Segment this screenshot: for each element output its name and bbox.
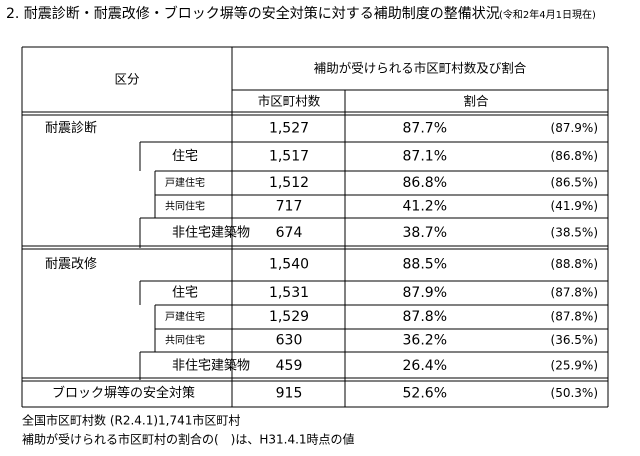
- rate: 87.7%: [403, 121, 447, 137]
- row-label: 共同住宅: [165, 334, 205, 347]
- rate: 88.5%: [403, 257, 447, 273]
- count: 1,527: [269, 121, 309, 137]
- rate: 26.4%: [403, 358, 447, 374]
- count: 459: [276, 358, 303, 374]
- previous-rate: (36.5%): [551, 333, 598, 347]
- previous-rate: (88.8%): [551, 257, 598, 271]
- rate: 87.1%: [403, 149, 447, 165]
- row-label: ブロック塀等の安全対策: [52, 385, 195, 401]
- rate: 86.8%: [403, 175, 447, 191]
- count: 1,517: [269, 149, 309, 165]
- count: 915: [276, 386, 303, 402]
- note: 全国市区町村数 (R2.4.1)1,741市区町村: [22, 413, 240, 428]
- previous-rate: (87.8%): [551, 310, 598, 324]
- rate: 41.2%: [403, 199, 447, 215]
- previous-rate: (25.9%): [551, 359, 598, 373]
- previous-rate: (86.8%): [551, 149, 598, 163]
- count: 1,529: [269, 309, 309, 325]
- rate: 36.2%: [403, 333, 447, 349]
- header-column: 市区町村数: [258, 94, 321, 109]
- title-note: (令和2年4月1日現在): [499, 8, 596, 21]
- count: 674: [276, 225, 303, 241]
- count: 1,540: [269, 257, 309, 273]
- count: 630: [276, 333, 303, 349]
- note: 補助が受けられる市区町村の割合の( )は、H31.4.1時点の値: [22, 432, 355, 447]
- rate: 87.8%: [403, 309, 447, 325]
- row-label: 耐震診断: [45, 120, 97, 136]
- row-label: 非住宅建築物: [172, 226, 250, 241]
- row-label: 住宅: [172, 149, 198, 164]
- previous-rate: (86.5%): [551, 176, 598, 190]
- previous-rate: (87.9%): [551, 121, 598, 135]
- previous-rate: (38.5%): [551, 226, 598, 240]
- previous-rate: (87.8%): [551, 286, 598, 300]
- row-label: 耐震改修: [45, 257, 97, 272]
- previous-rate: (41.9%): [551, 199, 598, 213]
- rate: 52.6%: [403, 386, 447, 402]
- row-label: 非住宅建築物: [172, 359, 250, 374]
- header-group: 補助が受けられる市区町村数及び割合: [314, 61, 527, 76]
- previous-rate: (50.3%): [551, 386, 598, 400]
- title: 2. 耐震診断・耐震改修・ブロック塀等の安全対策に対する補助制度の整備状況: [6, 5, 500, 22]
- row-label: 住宅: [172, 286, 198, 301]
- count: 717: [276, 199, 303, 215]
- row-label: 戸建住宅: [165, 310, 205, 323]
- header-column: 割合: [463, 94, 489, 109]
- count: 1,531: [269, 285, 309, 301]
- rate: 38.7%: [403, 225, 447, 241]
- row-label: 共同住宅: [165, 200, 205, 213]
- header-category: 区分: [114, 72, 139, 87]
- count: 1,512: [269, 175, 309, 191]
- rate: 87.9%: [403, 285, 447, 301]
- row-label: 戸建住宅: [165, 176, 205, 189]
